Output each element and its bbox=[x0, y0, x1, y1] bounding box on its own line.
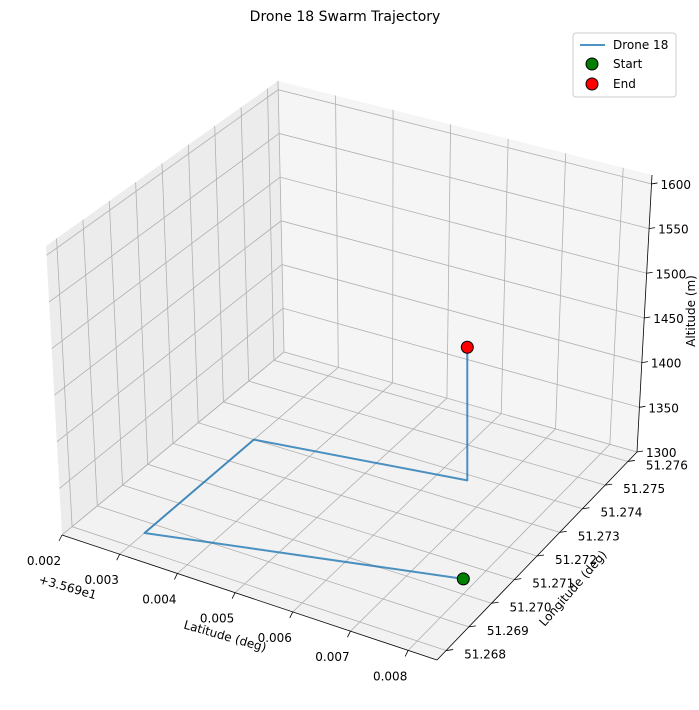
end-point bbox=[460, 340, 474, 354]
y-tick-label: 51.271 bbox=[532, 577, 574, 591]
legend-label-end: End bbox=[613, 77, 636, 91]
z-grid-line bbox=[59, 307, 640, 489]
legend-label-series: Drone 18 bbox=[613, 38, 668, 52]
y-tick-mark bbox=[491, 601, 499, 604]
y-tick-label: 51.274 bbox=[600, 506, 642, 520]
x-tick-label: 0.005 bbox=[200, 612, 234, 626]
x-tick-label: 0.006 bbox=[258, 631, 292, 645]
x-tick-label: 0.007 bbox=[315, 650, 349, 664]
z-axis-label: Altitude (m) bbox=[684, 275, 698, 347]
x-tick-mark bbox=[58, 534, 63, 542]
y-tick-mark bbox=[446, 649, 454, 651]
x-tick-label: 0.002 bbox=[27, 554, 61, 568]
z-tick-label: 1600 bbox=[661, 178, 692, 192]
z-tick-mark bbox=[639, 405, 646, 408]
y-tick-mark bbox=[514, 578, 522, 581]
y-tick-mark bbox=[582, 507, 590, 510]
left-wall-pane bbox=[46, 81, 284, 535]
z-tick-label: 1400 bbox=[651, 357, 682, 371]
z-grid-line bbox=[46, 89, 652, 256]
legend-label-start: Start bbox=[613, 57, 643, 71]
legend: Drone 18 Start End bbox=[572, 32, 677, 98]
legend-start-swatch bbox=[585, 57, 599, 71]
y-tick-label: 51.273 bbox=[578, 529, 620, 543]
y-tick-mark bbox=[468, 625, 476, 628]
x-tick-label: 0.003 bbox=[85, 573, 119, 587]
chart-title: Drone 18 Swarm Trajectory bbox=[250, 9, 441, 25]
z-axis-line bbox=[636, 174, 653, 453]
y-tick-label: 51.269 bbox=[487, 624, 529, 638]
y-tick-mark bbox=[559, 530, 567, 533]
x-tick-mark bbox=[116, 554, 121, 561]
z-tick-label: 1300 bbox=[646, 446, 677, 460]
y-tick-label: 51.272 bbox=[555, 553, 597, 567]
plot-data bbox=[143, 340, 474, 586]
x-tick-mark bbox=[347, 630, 351, 638]
y-tick-mark bbox=[536, 554, 545, 557]
y-tick-label: 51.268 bbox=[464, 648, 506, 662]
z-tick-label: 1550 bbox=[658, 223, 689, 237]
z-tick-mark bbox=[651, 182, 658, 185]
z-grid-line bbox=[61, 351, 638, 536]
trajectory-line bbox=[143, 346, 469, 580]
x-axis-line bbox=[61, 534, 438, 661]
z-tick-label: 1500 bbox=[656, 267, 687, 281]
y-tick-label: 51.270 bbox=[510, 600, 552, 614]
floor-pane bbox=[62, 352, 637, 660]
y-tick-mark bbox=[605, 483, 613, 486]
z-tick-mark bbox=[649, 227, 656, 230]
y-tick-mark bbox=[627, 460, 635, 462]
legend-end-swatch bbox=[585, 77, 599, 91]
x-tick-mark bbox=[174, 573, 178, 580]
x-tick-label: 0.004 bbox=[142, 592, 176, 606]
axis-ticks: 0.002 0.003 0.004 0.005 0.006 0.007 0.008 51.26… bbox=[27, 178, 691, 683]
z-grid-line bbox=[54, 220, 645, 396]
z-grid-line bbox=[56, 264, 642, 443]
x-tick-mark bbox=[231, 592, 236, 599]
z-tick-mark bbox=[641, 361, 648, 364]
z-tick-mark bbox=[646, 271, 653, 274]
legend-frame bbox=[572, 32, 677, 98]
x-tick-mark bbox=[289, 611, 294, 619]
z-tick-label: 1350 bbox=[648, 401, 679, 415]
x-tick-label: 0.008 bbox=[373, 669, 407, 683]
x-tick-mark bbox=[404, 650, 409, 657]
z-grid-line bbox=[48, 133, 650, 303]
y-tick-label: 51.276 bbox=[646, 458, 688, 472]
z-grid-line bbox=[51, 176, 647, 349]
z-tick-label: 1450 bbox=[653, 312, 684, 326]
z-tick-mark bbox=[636, 450, 644, 453]
start-point bbox=[456, 572, 470, 586]
z-tick-mark bbox=[644, 316, 651, 319]
y-tick-label: 51.275 bbox=[623, 482, 665, 496]
